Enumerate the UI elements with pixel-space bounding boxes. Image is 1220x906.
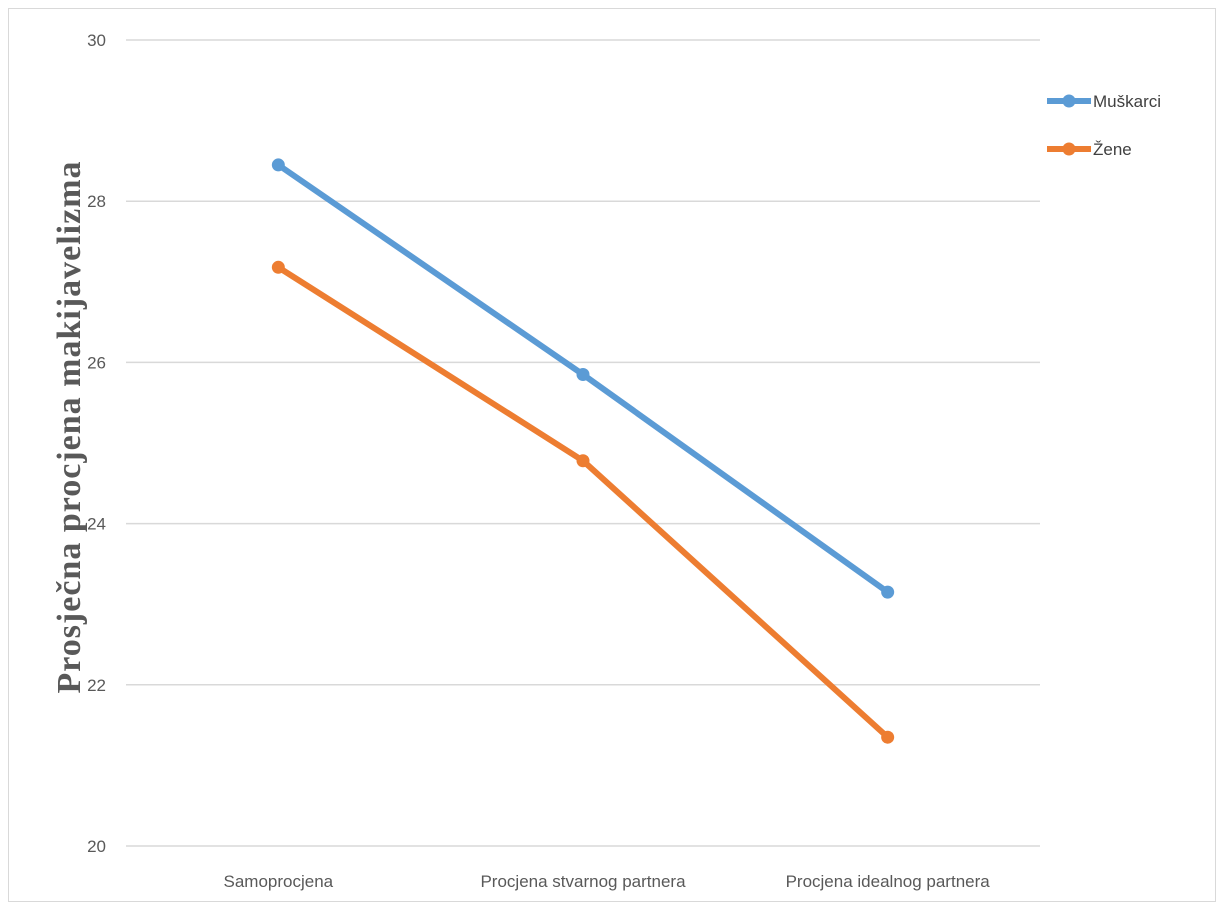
- y-tick-label: 20: [87, 837, 106, 856]
- data-point: [576, 454, 590, 468]
- legend: Muškarci Žene: [1047, 92, 1161, 159]
- y-axis-ticks: 20 22 24 26 28 30: [87, 31, 106, 856]
- series-line: [275, 264, 891, 741]
- gridlines: [126, 39, 1040, 847]
- data-point: [576, 367, 590, 381]
- legend-item: Žene: [1047, 140, 1132, 159]
- data-point: [271, 158, 285, 172]
- y-tick-label: 28: [87, 192, 106, 211]
- x-tick-label: Procjena idealnog partnera: [786, 872, 991, 891]
- y-tick-label: 26: [87, 353, 106, 372]
- legend-label: Žene: [1093, 140, 1132, 159]
- data-point: [881, 585, 895, 599]
- y-tick-label: 24: [87, 515, 106, 534]
- series-1: [271, 158, 895, 599]
- chart-frame: [8, 8, 1216, 902]
- legend-swatch-marker: [1062, 142, 1076, 156]
- x-tick-label: Procjena stvarnog partnera: [480, 872, 686, 891]
- series-lines: [271, 158, 895, 744]
- data-point: [271, 260, 285, 274]
- legend-swatch-marker: [1062, 94, 1076, 108]
- legend-label: Muškarci: [1093, 92, 1161, 111]
- y-tick-label: 30: [87, 31, 106, 50]
- x-axis-ticks: Samoprocjena Procjena stvarnog partnera Pr…: [224, 872, 991, 891]
- data-point: [881, 730, 895, 744]
- y-tick-label: 22: [87, 676, 106, 695]
- legend-item: Muškarci: [1047, 92, 1161, 111]
- x-tick-label: Samoprocjena: [224, 872, 334, 891]
- y-axis-label: Prosječna procjena makijavelizma: [51, 160, 88, 693]
- series-2: [271, 260, 895, 744]
